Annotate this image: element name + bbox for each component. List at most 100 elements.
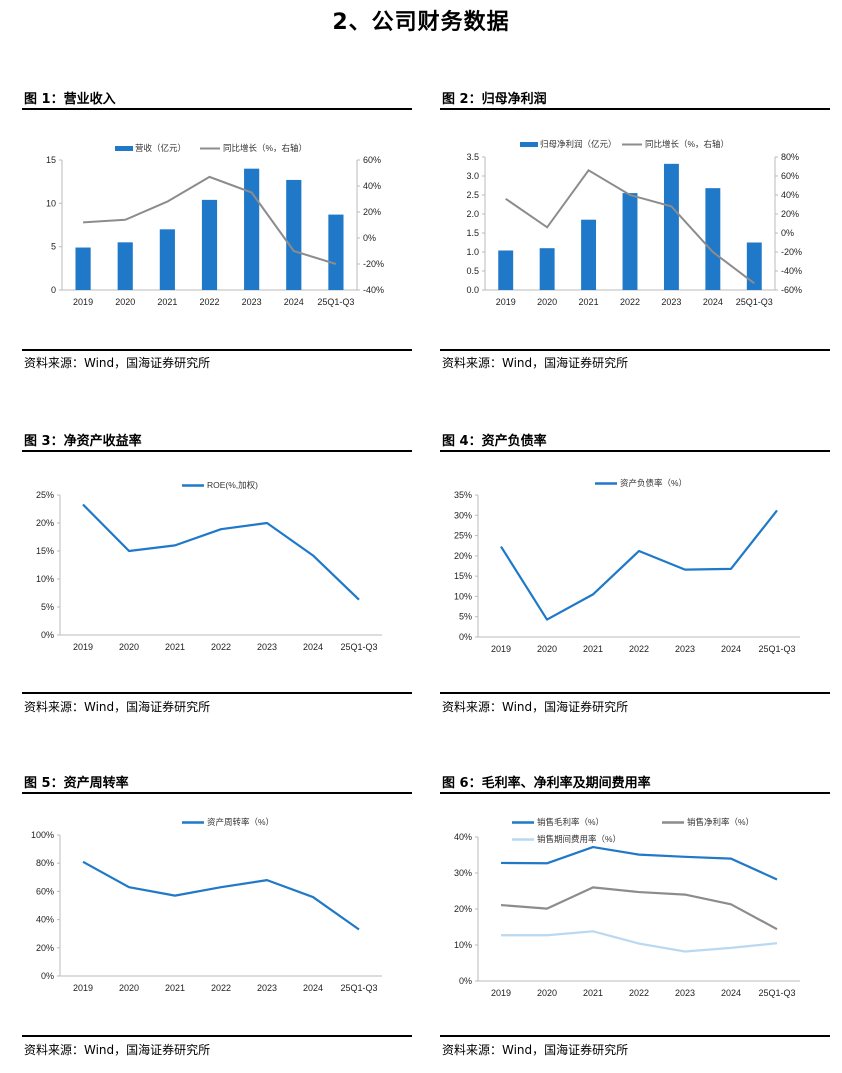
series-line-0 — [82, 503, 360, 601]
y-tick-label: 20% — [36, 518, 54, 528]
x-tick-label: 2023 — [675, 644, 695, 654]
bar-2019 — [75, 247, 91, 290]
series-line-0 — [500, 845, 778, 881]
y-tick-label: 20% — [454, 551, 472, 561]
net-profit-chart: 0.0 0.5 1.0 1.5 2.0 2.5 3.0 3.5 -60% -40% -20% 0% 20… — [466, 139, 802, 307]
x-tick-label: 25Q1-Q3 — [317, 297, 354, 307]
y-right-tick-label: -40% — [781, 266, 802, 276]
y-tick-label: 15% — [36, 546, 54, 556]
y-tick-label: 15 — [46, 155, 56, 165]
y-tick-label: 15% — [454, 571, 472, 581]
x-tick-label: 2022 — [211, 642, 231, 652]
bar-2020 — [539, 248, 555, 290]
source-rule — [22, 1035, 412, 1037]
source-rule — [440, 692, 830, 694]
bar-2021 — [159, 229, 175, 290]
bar-25Q1-Q3 — [746, 242, 762, 290]
margins-chart: 0% 10% 20% 30% 40% 销售毛利率（%） 销售净利率（%） 销售期间费用率（%）… — [454, 817, 800, 998]
y-tick-label: 0% — [459, 632, 472, 642]
title-rule — [440, 450, 830, 452]
y-tick-label: 1.0 — [466, 247, 479, 257]
x-tick-label: 2019 — [73, 297, 93, 307]
y-tick-label: 40% — [454, 832, 472, 842]
bar-2021 — [581, 219, 597, 290]
revenue-chart: 0 5 10 15 -40% -20% 0% 20% 40% 60% 营收（亿元） 同比增长（%，右轴… — [46, 143, 384, 307]
y-tick-label: 5 — [51, 242, 56, 252]
legend-swatch-bar — [115, 146, 133, 151]
roe-chart: 0% 5% 10% 15% 20% 25% ROE(%,加权) 2019 2020 2021 202… — [36, 480, 382, 652]
title-rule — [22, 450, 412, 452]
y-right-tick-label: 20% — [781, 209, 799, 219]
x-tick-label: 2019 — [496, 297, 516, 307]
bar-2020 — [117, 242, 133, 290]
source-note: 资料来源：Wind，国海证券研究所 — [442, 700, 629, 714]
legend-label-line: 同比增长（%，右轴） — [223, 143, 307, 153]
x-tick-label: 2020 — [537, 297, 557, 307]
x-tick-label: 2021 — [583, 644, 603, 654]
legend-label-0: 资产周转率（%） — [207, 817, 274, 827]
x-tick-label: 2023 — [675, 988, 695, 998]
y-right-tick-label: 60% — [781, 171, 799, 181]
y-tick-label: 0% — [41, 971, 54, 981]
legend-label-2: 销售期间费用率（%） — [537, 834, 621, 844]
title-rule — [22, 108, 412, 110]
legend-label-bar: 营收（亿元） — [135, 143, 186, 153]
x-tick-label: 2024 — [721, 988, 741, 998]
title-rule — [440, 108, 830, 110]
y-tick-label: 80% — [36, 858, 54, 868]
y-tick-label: 10% — [36, 574, 54, 584]
series-line-0 — [82, 860, 360, 931]
source-note: 资料来源：Wind，国海证券研究所 — [442, 1043, 629, 1057]
legend-swatch-bar — [520, 142, 538, 147]
legend-label-0: ROE(%,加权) — [207, 480, 258, 490]
source-rule — [440, 1035, 830, 1037]
y-tick-label: 25% — [36, 490, 54, 500]
y-tick-label: 2.5 — [466, 190, 479, 200]
y-right-tick-label: 60% — [363, 155, 381, 165]
y-right-tick-label: -20% — [363, 259, 384, 269]
x-tick-label: 2019 — [73, 642, 93, 652]
y-right-tick-label: -60% — [781, 285, 802, 295]
series-line-0 — [500, 509, 778, 621]
y-tick-label: 5% — [41, 602, 54, 612]
x-tick-label: 2020 — [119, 642, 139, 652]
x-tick-label: 2023 — [661, 297, 681, 307]
figure-title: 图 2：归母净利润 — [442, 92, 547, 107]
bar-25Q1-Q3 — [328, 214, 344, 290]
x-tick-label: 2023 — [257, 983, 277, 993]
figure-title: 图 3：净资产收益率 — [24, 434, 142, 449]
figure-title: 图 5：资产周转率 — [24, 776, 129, 791]
x-tick-label: 2023 — [257, 642, 277, 652]
bar-2023 — [244, 168, 260, 290]
x-tick-label: 2022 — [211, 983, 231, 993]
x-tick-label: 2021 — [165, 642, 185, 652]
figure-title: 图 1：营业收入 — [24, 92, 116, 107]
y-tick-label: 0% — [41, 630, 54, 640]
legend-label-1: 销售净利率（%） — [687, 817, 754, 827]
source-rule — [22, 692, 412, 694]
y-right-tick-label: 0% — [363, 233, 376, 243]
bar-2022 — [201, 199, 218, 290]
x-tick-label: 2021 — [157, 297, 177, 307]
source-note: 资料来源：Wind，国海证券研究所 — [24, 700, 211, 714]
figure-title: 图 4：资产负债率 — [442, 434, 547, 449]
x-tick-label: 2019 — [491, 644, 511, 654]
bar-2019 — [498, 250, 514, 290]
y-tick-label: 3.0 — [466, 171, 479, 181]
y-tick-label: 35% — [454, 490, 472, 500]
bar-2022 — [622, 193, 638, 290]
y-tick-label: 40% — [36, 915, 54, 925]
x-tick-label: 2022 — [629, 644, 649, 654]
y-right-tick-label: 40% — [781, 190, 799, 200]
x-tick-label: 2020 — [537, 644, 557, 654]
source-rule — [440, 349, 830, 351]
series-line-1 — [500, 886, 778, 931]
legend-label-0: 资产负债率（%） — [620, 478, 687, 488]
asset-turnover-chart: 0% 20% 40% 60% 80% 100% 资产周转率（%） 2019 2020 2021 20… — [31, 817, 382, 993]
y-right-tick-label: 20% — [363, 207, 381, 217]
x-tick-label: 25Q1-Q3 — [758, 644, 795, 654]
page-title: 2、公司财务数据 — [332, 10, 510, 35]
x-tick-label: 2022 — [629, 988, 649, 998]
y-tick-label: 100% — [31, 830, 54, 840]
x-tick-label: 2023 — [242, 297, 262, 307]
